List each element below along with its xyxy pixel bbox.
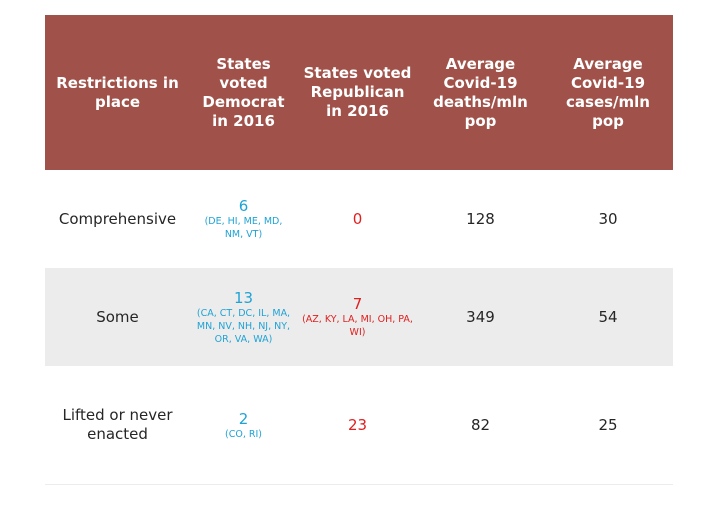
header-cases: Average Covid-19 cases/mln pop [543,15,673,170]
covid-restrictions-table: Restrictions in place States voted Democ… [45,15,673,485]
democrat-count: 2 [238,409,249,428]
deaths-cell: 128 [418,170,543,268]
restriction-cell: Lifted or never enacted [45,366,190,485]
republican-cell: 0 [297,170,418,268]
header-restrictions: Restrictions in place [45,15,190,170]
democrat-states: (DE, HI, ME, MD, NM, VT) [204,216,283,240]
restriction-cell: Some [45,268,190,366]
republican-count: 23 [347,416,368,434]
header-democrat: States voted Democrat in 2016 [190,15,297,170]
cases-cell: 54 [543,268,673,366]
republican-count: 7 [352,295,363,313]
republican-count: 0 [352,210,363,228]
democrat-count: 13 [233,288,254,307]
democrat-cell: 13 (CA, CT, DC, IL, MA, MN, NV, NH, NJ, … [190,268,297,366]
republican-cell: 7 (AZ, KY, LA, MI, OH, PA, WI) [297,268,418,366]
deaths-cell: 82 [418,366,543,485]
cases-cell: 30 [543,170,673,268]
democrat-states: (CA, CT, DC, IL, MA, MN, NV, NH, NJ, NY,… [196,307,291,345]
democrat-cell: 6 (DE, HI, ME, MD, NM, VT) [190,170,297,268]
table-row: Some 13 (CA, CT, DC, IL, MA, MN, NV, NH,… [45,268,673,366]
restriction-cell: Comprehensive [45,170,190,268]
republican-cell: 23 [297,366,418,485]
data-table: Restrictions in place States voted Democ… [45,15,673,485]
header-row: Restrictions in place States voted Democ… [45,15,673,170]
header-deaths: Average Covid-19 deaths/mln pop [418,15,543,170]
democrat-cell: 2 (CO, RI) [190,366,297,485]
cases-cell: 25 [543,366,673,485]
republican-states: (AZ, KY, LA, MI, OH, PA, WI) [302,314,413,338]
democrat-states: (CO, RI) [225,428,262,440]
table-row: Comprehensive 6 (DE, HI, ME, MD, NM, VT)… [45,170,673,268]
table-row: Lifted or never enacted 2 (CO, RI) 23 82… [45,366,673,485]
deaths-cell: 349 [418,268,543,366]
header-republican: States voted Republican in 2016 [297,15,418,170]
democrat-count: 6 [238,197,249,215]
